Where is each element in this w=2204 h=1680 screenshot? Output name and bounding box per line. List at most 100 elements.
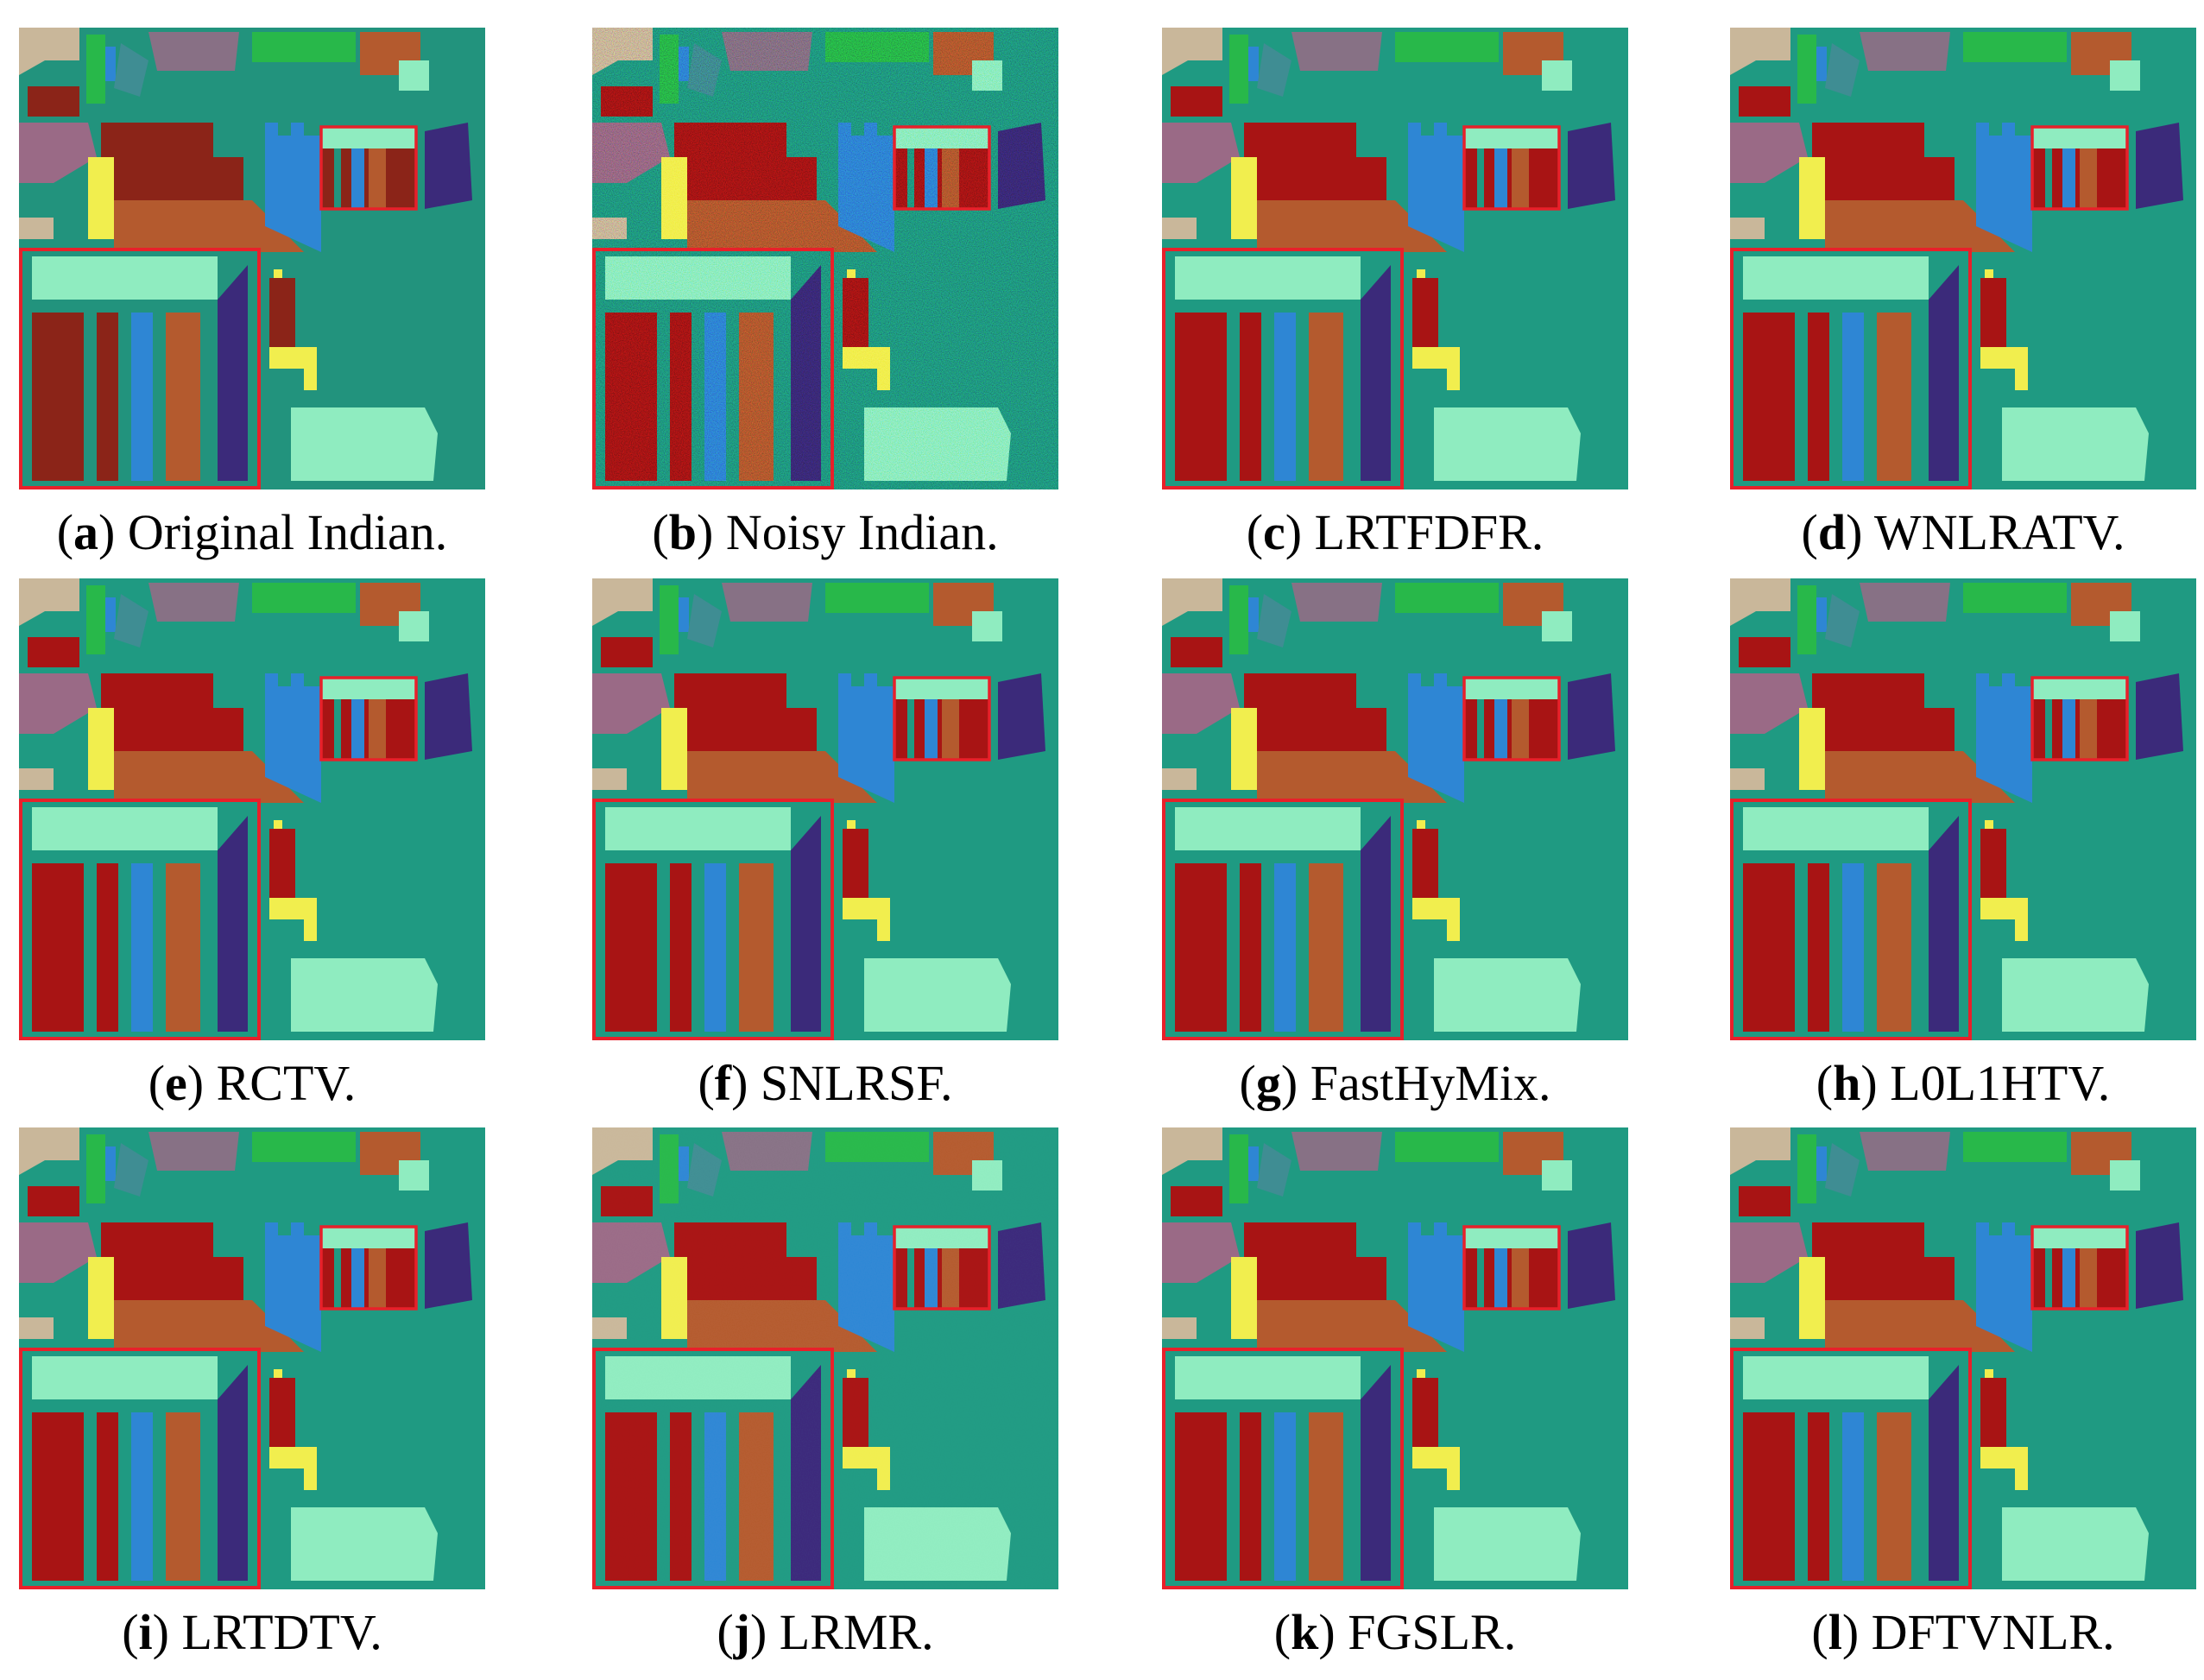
caption-label: WNLRATV. [1873, 504, 2125, 560]
caption-open-paren: ( [1239, 1055, 1256, 1111]
zoom-inset-box [19, 799, 261, 1040]
caption-open-paren: ( [1246, 504, 1264, 560]
caption-letter: b [668, 504, 697, 560]
scene [1730, 28, 2196, 489]
zoom-region-box [893, 1225, 991, 1311]
zoom-region-box [1462, 1225, 1561, 1311]
caption-letter: f [714, 1055, 732, 1111]
caption-open-paren: ( [56, 504, 74, 560]
caption-label: LRTDTV. [181, 1604, 382, 1660]
zoom-inset-box [19, 1348, 261, 1589]
hyperspectral-image [1162, 1127, 1628, 1589]
caption-letter: l [1828, 1604, 1842, 1660]
zoom-inset-box [19, 248, 261, 489]
zoom-inset-box [1162, 799, 1404, 1040]
caption-letter: c [1263, 504, 1285, 560]
hyperspectral-image [592, 578, 1058, 1040]
scene [19, 1127, 485, 1589]
panel-caption: (k) FGSLR. [1110, 1602, 1680, 1663]
caption-label: SNLRSF. [760, 1055, 953, 1111]
caption-open-paren: ( [652, 504, 669, 560]
zoom-region-box [1462, 676, 1561, 761]
scene [1162, 578, 1628, 1040]
caption-label: LRMR. [779, 1604, 934, 1660]
zoom-inset-box [592, 1348, 834, 1589]
caption-close-paren: ) [731, 1055, 761, 1111]
caption-label: RCTV. [216, 1055, 357, 1111]
zoom-region-box [2030, 125, 2129, 211]
panel-caption: (g) FastHyMix. [1110, 1053, 1680, 1114]
caption-open-paren: ( [1816, 1055, 1834, 1111]
hyperspectral-image [1730, 1127, 2196, 1589]
scene [19, 28, 485, 489]
panel-caption: (i) LRTDTV. [0, 1602, 537, 1663]
zoom-region-box [2030, 1225, 2129, 1311]
panel-caption: (c) LRTFDFR. [1110, 502, 1680, 563]
caption-close-paren: ) [186, 1055, 217, 1111]
caption-open-paren: ( [717, 1604, 734, 1660]
scene [1730, 1127, 2196, 1589]
scene [1162, 28, 1628, 489]
hyperspectral-image [1730, 28, 2196, 489]
caption-letter: d [1817, 504, 1847, 560]
caption-close-paren: ) [1285, 504, 1315, 560]
zoom-inset-box [1730, 1348, 1972, 1589]
zoom-inset-box [1162, 248, 1404, 489]
caption-letter: k [1291, 1604, 1319, 1660]
caption-letter: i [138, 1604, 153, 1660]
scene [592, 1127, 1058, 1589]
hyperspectral-image [1730, 578, 2196, 1040]
caption-open-paren: ( [1801, 504, 1818, 560]
zoom-inset-box [592, 799, 834, 1040]
zoom-region-box [893, 125, 991, 211]
caption-label: LRTFDFR. [1314, 504, 1544, 560]
caption-close-paren: ) [152, 1604, 182, 1660]
hyperspectral-image [1162, 28, 1628, 489]
caption-close-paren: ) [749, 1604, 780, 1660]
caption-letter: a [73, 504, 99, 560]
caption-open-paren: ( [1811, 1604, 1828, 1660]
hyperspectral-image [1162, 578, 1628, 1040]
caption-letter: j [733, 1604, 750, 1660]
caption-letter: g [1255, 1055, 1281, 1111]
caption-close-paren: ) [1841, 1604, 1872, 1660]
caption-label: Original Indian. [127, 504, 448, 560]
zoom-region-box [319, 676, 418, 761]
zoom-region-box [319, 125, 418, 211]
panel-caption: (d) WNLRATV. [1678, 502, 2204, 563]
panel-caption: (h) L0L1HTV. [1678, 1053, 2204, 1114]
zoom-region-box [1462, 125, 1561, 211]
zoom-inset-box [1730, 248, 1972, 489]
caption-label: FGSLR. [1348, 1604, 1517, 1660]
zoom-inset-box [1730, 799, 1972, 1040]
caption-label: L0L1HTV. [1890, 1055, 2111, 1111]
caption-open-paren: ( [1273, 1604, 1291, 1660]
caption-label: DFTVNLR. [1871, 1604, 2115, 1660]
zoom-region-box [893, 676, 991, 761]
scene [592, 578, 1058, 1040]
caption-label: FastHyMix. [1310, 1055, 1551, 1111]
zoom-inset-box [592, 248, 834, 489]
panel-caption: (f) SNLRSF. [540, 1053, 1110, 1114]
caption-letter: h [1833, 1055, 1861, 1111]
caption-label: Noisy Indian. [725, 504, 999, 560]
hyperspectral-image [592, 1127, 1058, 1589]
panel-caption: (j) LRMR. [540, 1602, 1110, 1663]
hyperspectral-image [19, 28, 485, 489]
caption-close-paren: ) [1280, 1055, 1310, 1111]
panel-caption: (a) Original Indian. [0, 502, 537, 563]
caption-close-paren: ) [1846, 504, 1874, 560]
caption-open-paren: ( [122, 1604, 139, 1660]
caption-close-paren: ) [98, 504, 128, 560]
zoom-inset-box [1162, 1348, 1404, 1589]
scene [19, 578, 485, 1040]
caption-letter: e [165, 1055, 187, 1111]
hyperspectral-image [19, 578, 485, 1040]
zoom-region-box [2030, 676, 2129, 761]
panel-caption: (e) RCTV. [0, 1053, 537, 1114]
hyperspectral-image [19, 1127, 485, 1589]
hyperspectral-image [592, 28, 1058, 489]
caption-close-paren: ) [697, 504, 726, 560]
caption-close-paren: ) [1318, 1604, 1348, 1660]
